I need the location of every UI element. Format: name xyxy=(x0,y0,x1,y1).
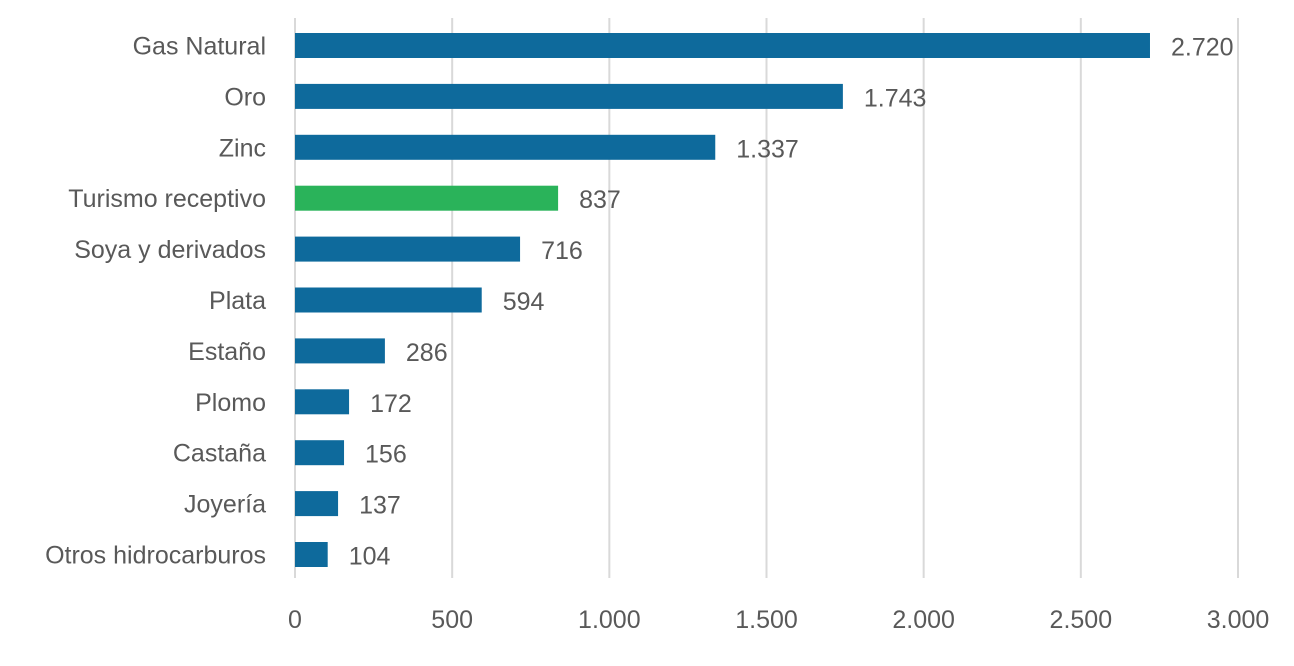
data-label: 837 xyxy=(579,186,621,214)
category-labels: Gas Natural Oro Zinc Turismo receptivo Soya … xyxy=(45,33,266,570)
data-label: 286 xyxy=(406,339,448,367)
bar xyxy=(295,491,339,517)
x-tick-label: 3.000 xyxy=(1207,606,1270,634)
data-label: 137 xyxy=(359,492,401,520)
x-tick-label: 2.000 xyxy=(892,606,955,634)
data-label: 1.337 xyxy=(736,135,799,163)
category-label: Joyería xyxy=(184,491,266,519)
x-tick-label: 1.000 xyxy=(578,606,641,634)
bar xyxy=(295,287,482,313)
category-label: Estaño xyxy=(188,338,266,366)
data-label: 1.743 xyxy=(864,84,927,112)
x-tick-label: 500 xyxy=(431,606,473,634)
category-label: Gas Natural xyxy=(133,33,266,61)
value-labels: 2.720 1.743 1.337 837 716 594 286 172 156 137 104 xyxy=(349,34,1234,571)
bar xyxy=(295,440,345,466)
data-label: 104 xyxy=(349,543,391,571)
category-label: Plata xyxy=(209,287,266,315)
bar xyxy=(295,236,521,262)
bar xyxy=(295,134,716,160)
bar xyxy=(295,185,559,211)
bar xyxy=(295,33,1150,58)
category-label: Plomo xyxy=(195,389,266,417)
x-tick-label: 2.500 xyxy=(1050,606,1113,634)
x-tick-label: 1.500 xyxy=(735,606,798,634)
bar xyxy=(295,542,328,567)
x-tick-label: 0 xyxy=(288,606,302,634)
bars xyxy=(295,33,1150,567)
bar xyxy=(295,389,350,415)
data-label: 172 xyxy=(370,390,412,418)
data-label: 2.720 xyxy=(1171,34,1234,62)
data-label: 156 xyxy=(365,441,407,469)
x-axis-tick-labels: 0 500 1.000 1.500 2.000 2.500 3.000 xyxy=(288,606,1269,634)
data-label: 594 xyxy=(503,288,545,316)
category-label: Soya y derivados xyxy=(74,236,266,264)
category-label: Zinc xyxy=(219,134,266,162)
bar xyxy=(295,83,843,109)
category-label: Oro xyxy=(224,83,266,111)
data-label: 716 xyxy=(541,237,583,265)
category-label: Otros hidrocarburos xyxy=(45,542,266,570)
category-label: Castaña xyxy=(173,440,266,468)
category-label: Turismo receptivo xyxy=(68,185,266,213)
bar xyxy=(295,338,385,364)
gridlines xyxy=(294,18,1239,578)
